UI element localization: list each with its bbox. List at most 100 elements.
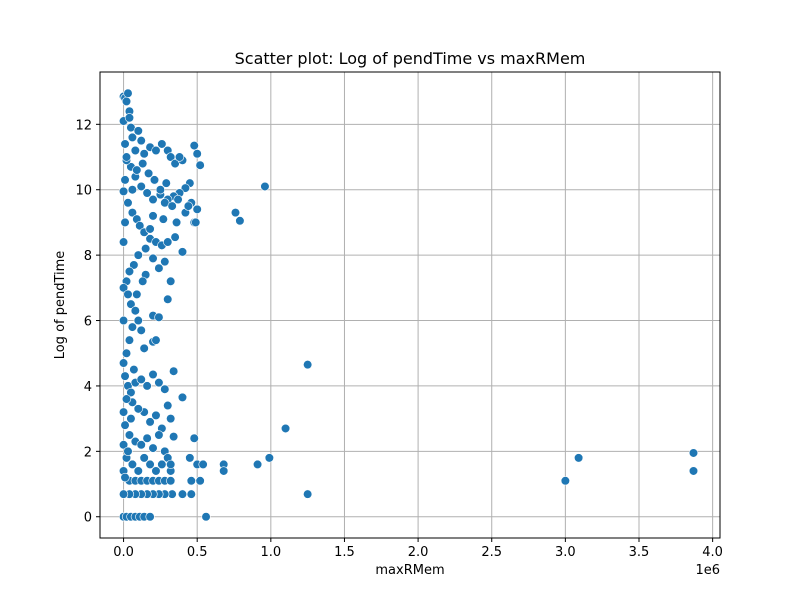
data-point (124, 113, 135, 123)
data-point (120, 472, 130, 483)
data-point (252, 459, 263, 470)
data-point (560, 476, 570, 486)
y-axis-label: Log of pendTime (53, 251, 68, 360)
data-point (145, 224, 155, 234)
y-tick-label: 4 (84, 380, 92, 395)
data-point (189, 140, 199, 151)
data-point (143, 168, 154, 178)
data-point (142, 381, 152, 391)
data-point (192, 149, 202, 159)
data-point (191, 217, 201, 228)
data-point (230, 208, 241, 218)
data-point (166, 476, 176, 486)
chart-title: Scatter plot: Log of pendTime vs maxRMem (235, 49, 586, 68)
x-tick-label: 2.0 (408, 545, 429, 560)
data-point (192, 204, 202, 214)
data-point (138, 158, 148, 169)
data-point (177, 392, 188, 402)
data-point (121, 152, 132, 162)
y-tick-label: 2 (84, 445, 92, 460)
data-point (138, 276, 148, 286)
data-point (688, 466, 699, 476)
data-point (118, 358, 129, 368)
data-point (160, 384, 170, 394)
data-point (130, 306, 140, 316)
data-point (148, 443, 158, 453)
data-point (139, 149, 149, 159)
data-point (148, 253, 158, 263)
data-point (198, 459, 208, 470)
y-tick-label: 10 (75, 184, 92, 199)
data-point (124, 430, 135, 440)
data-point (151, 466, 161, 476)
data-point (129, 364, 139, 375)
data-point (123, 198, 133, 208)
data-point (151, 145, 161, 156)
data-point (133, 126, 143, 136)
data-point (145, 459, 155, 470)
y-tick-label: 6 (84, 315, 92, 330)
data-point (133, 404, 143, 414)
data-point (148, 369, 158, 380)
x-tick-label: 4.0 (702, 545, 723, 560)
data-point (124, 335, 135, 345)
data-point (167, 201, 177, 211)
data-point (121, 348, 132, 358)
data-point (151, 410, 161, 420)
data-point (280, 423, 291, 434)
data-point (154, 378, 164, 388)
x-axis-ticks: 0.0 0.5 1.0 1.5 2.0 2.5 3.0 3.5 4.0 (113, 538, 723, 560)
data-point (126, 387, 136, 398)
data-point (166, 276, 176, 286)
data-point (118, 186, 129, 196)
plot-frame (99, 71, 721, 539)
data-point (185, 453, 195, 463)
x-tick-label: 1.0 (260, 545, 281, 560)
data-point (177, 247, 188, 257)
x-tick-label: 1.5 (334, 545, 355, 560)
x-axis-offset-text: 1e6 (695, 563, 720, 578)
data-point (124, 266, 135, 277)
data-point (127, 322, 137, 332)
data-point (130, 145, 140, 156)
data-point (174, 152, 185, 162)
data-point (126, 414, 136, 424)
data-point (127, 459, 137, 470)
data-point (142, 433, 152, 443)
data-point (177, 489, 188, 499)
data-point (135, 221, 145, 231)
data-point (183, 201, 193, 211)
data-point (139, 453, 149, 463)
data-point (118, 407, 129, 417)
data-point (163, 237, 173, 247)
data-point (126, 299, 136, 309)
data-point (132, 289, 142, 299)
data-point (173, 194, 183, 205)
data-point (139, 343, 149, 353)
data-point (123, 446, 133, 456)
data-point (186, 476, 196, 486)
data-point (186, 489, 196, 499)
data-point (154, 430, 164, 440)
x-tick-label: 3.0 (555, 545, 576, 560)
data-point (136, 325, 146, 335)
data-point (121, 96, 132, 107)
data-point (141, 243, 151, 254)
x-tick-label: 2.5 (481, 545, 502, 560)
data-point (195, 160, 205, 170)
y-axis-ticks: 0 2 4 6 8 10 12 (75, 118, 100, 526)
data-point (219, 466, 229, 476)
data-point (118, 440, 129, 450)
data-point (201, 512, 211, 522)
data-point (127, 132, 137, 143)
data-point (127, 185, 137, 195)
data-point (161, 178, 171, 188)
data-point (303, 360, 313, 370)
grid-lines (100, 72, 720, 538)
data-point (163, 400, 173, 411)
data-point (166, 414, 176, 424)
data-point (133, 250, 143, 260)
data-point (145, 512, 155, 522)
data-point (260, 181, 270, 192)
